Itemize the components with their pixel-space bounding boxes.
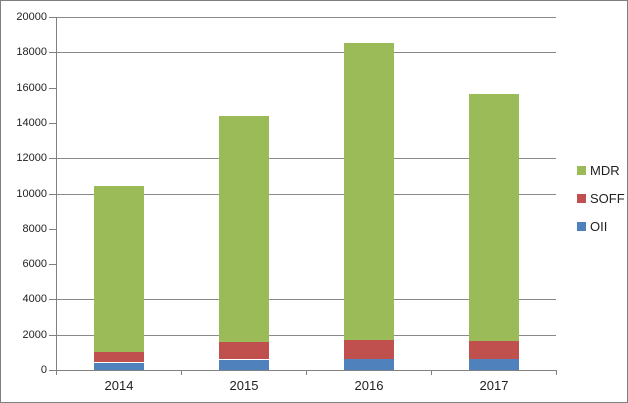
y-axis-tick-label: 20000 — [16, 11, 47, 23]
gridline — [56, 158, 556, 159]
bar-segment-oii-2017 — [469, 359, 519, 370]
y-axis-tick — [49, 299, 56, 300]
gridline — [56, 17, 556, 18]
y-axis-tick-label: 4000 — [22, 293, 47, 305]
bar-segment-soff-2014 — [94, 351, 144, 362]
bar-segment-oii-2015 — [219, 360, 269, 370]
y-axis-tick — [49, 194, 56, 195]
y-axis-tick — [49, 264, 56, 265]
gridline — [56, 335, 556, 336]
y-axis-tick-label: 6000 — [22, 258, 47, 270]
y-axis-tick-label: 0 — [40, 364, 47, 376]
legend-label: OII — [590, 218, 608, 234]
legend-label: MDR — [590, 162, 620, 178]
y-axis-tick — [49, 52, 56, 53]
legend-swatch-icon — [577, 221, 586, 231]
gridline — [56, 299, 556, 300]
legend-item-oii: OII — [577, 218, 625, 234]
bar-segment-mdr-2015 — [219, 116, 269, 342]
gridline — [56, 194, 556, 195]
legend-swatch-icon — [577, 165, 586, 175]
y-axis-tick — [49, 335, 56, 336]
y-axis-line — [56, 17, 57, 371]
x-axis-tick — [56, 370, 57, 375]
x-axis-category-label: 2016 — [354, 378, 384, 393]
x-axis-category-label: 2015 — [229, 378, 259, 393]
y-axis-tick-label: 18000 — [16, 46, 47, 58]
bar-segment-mdr-2014 — [94, 186, 144, 352]
x-axis-category-label: 2014 — [104, 378, 134, 393]
y-axis-tick — [49, 158, 56, 159]
x-axis-tick — [306, 370, 307, 375]
bar-segment-oii-2014 — [94, 363, 144, 370]
y-axis-tick-label: 8000 — [22, 223, 47, 235]
bar-segment-soff-2015 — [219, 342, 269, 359]
legend-item-soff: SOFF — [577, 190, 625, 206]
y-axis-tick — [49, 229, 56, 230]
legend-label: SOFF — [590, 190, 625, 206]
bar-segment-oii-2016 — [344, 359, 394, 370]
x-axis-tick — [556, 370, 557, 375]
y-axis-tick — [49, 370, 56, 371]
y-axis-tick-label: 14000 — [16, 117, 47, 129]
gridline — [56, 52, 556, 53]
x-axis-category-label: 2017 — [479, 378, 509, 393]
y-axis-tick-label: 12000 — [16, 152, 47, 164]
y-axis-tick-label: 10000 — [16, 188, 47, 200]
chart-legend: MDR SOFF OII — [577, 163, 625, 247]
y-axis-tick-label: 16000 — [16, 82, 47, 94]
bar-segment-mdr-2016 — [344, 43, 394, 340]
legend-item-mdr: MDR — [577, 162, 625, 178]
bar-segment-soff-2016 — [344, 339, 394, 359]
bar-segment-soff-2017 — [469, 340, 519, 359]
x-axis-tick — [181, 370, 182, 375]
y-axis-tick-label: 2000 — [22, 329, 47, 341]
y-axis-tick — [49, 123, 56, 124]
y-axis-tick — [49, 17, 56, 18]
bar-segment-mdr-2017 — [469, 94, 519, 341]
y-axis-tick — [49, 88, 56, 89]
x-axis-tick — [431, 370, 432, 375]
legend-swatch-icon — [577, 193, 586, 203]
